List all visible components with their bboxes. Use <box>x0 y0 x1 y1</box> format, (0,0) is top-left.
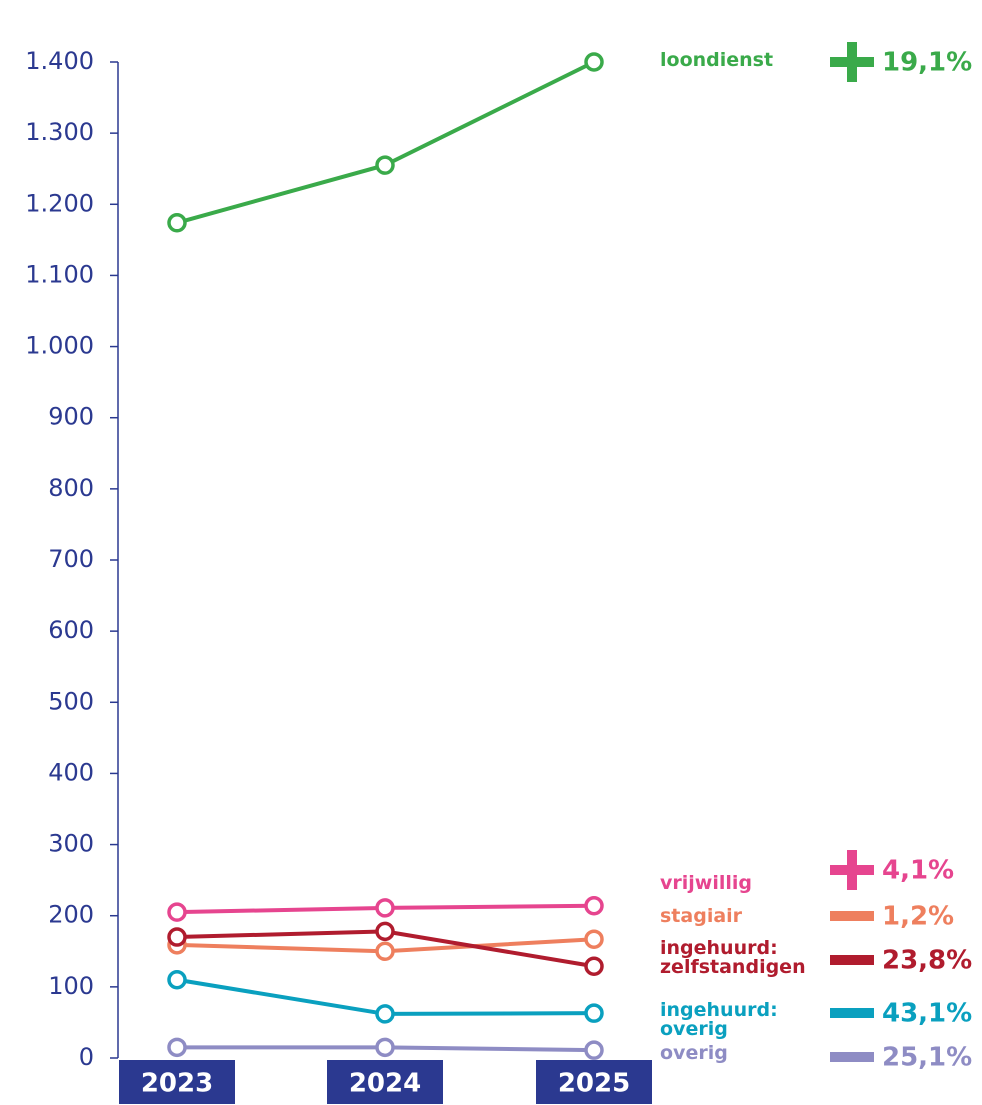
x-category-box <box>327 1060 443 1104</box>
y-tick-label: 1.200 <box>25 189 94 217</box>
y-tick-label: 800 <box>48 474 94 502</box>
y-tick-label: 400 <box>48 758 94 786</box>
data-point <box>584 1040 604 1060</box>
data-point <box>375 1004 395 1024</box>
change-icon <box>830 911 874 921</box>
y-tick-label: 700 <box>48 545 94 573</box>
change-icon <box>830 1008 874 1018</box>
data-point <box>167 969 187 990</box>
data-point <box>167 213 187 233</box>
y-tick-label: 900 <box>48 403 94 431</box>
data-point <box>375 898 395 918</box>
change-bar <box>830 1052 874 1062</box>
change-bar <box>847 42 857 82</box>
legend-label: vrijwillig <box>660 871 752 894</box>
change-bar <box>830 911 874 921</box>
change-label: 1,2% <box>882 902 954 932</box>
x-tick-label: 2023 <box>141 1069 213 1099</box>
change-bar <box>847 850 857 890</box>
change-icon <box>830 850 874 890</box>
data-point <box>584 896 604 916</box>
y-tick-label: 1.100 <box>25 260 94 288</box>
change-label: 19,1% <box>882 48 972 78</box>
data-point <box>167 1037 187 1058</box>
y-tick-label: 500 <box>48 687 94 715</box>
x-category-box <box>536 1060 652 1104</box>
data-point <box>167 902 187 922</box>
legend-label: ingehuurd: overig <box>660 999 778 1040</box>
change-icon <box>830 1052 874 1062</box>
x-tick-label: 2024 <box>349 1069 421 1099</box>
data-point <box>375 921 395 942</box>
data-point <box>375 155 395 175</box>
change-icon <box>830 955 874 965</box>
data-point <box>375 1037 395 1058</box>
series-line <box>176 60 595 225</box>
change-label: 25,1% <box>882 1043 972 1073</box>
data-point <box>167 927 187 947</box>
y-tick-label: 0 <box>79 1043 94 1071</box>
legend-label: ingehuurd: zelfstandigen <box>660 937 806 978</box>
change-label: 23,8% <box>882 946 972 976</box>
y-tick-label: 600 <box>48 616 94 644</box>
data-point <box>584 1003 604 1023</box>
change-bar <box>830 1008 874 1018</box>
change-label: 4,1% <box>882 856 954 886</box>
y-tick-label: 1.300 <box>25 118 94 146</box>
data-point <box>584 929 604 949</box>
x-category-box <box>119 1060 235 1104</box>
legend-label: stagiair <box>660 904 743 927</box>
legend-label: loondienst <box>660 48 774 71</box>
change-label: 43,1% <box>882 999 972 1029</box>
data-point <box>375 941 395 962</box>
y-tick-label: 1.000 <box>25 332 94 360</box>
y-tick-label: 1.400 <box>25 47 94 75</box>
y-tick-label: 100 <box>48 972 94 1000</box>
data-point <box>584 52 604 72</box>
y-tick-label: 300 <box>48 830 94 858</box>
legend-label: overig <box>660 1041 728 1064</box>
data-point <box>584 956 604 976</box>
y-tick-label: 200 <box>48 901 94 929</box>
change-bar <box>830 955 874 965</box>
x-tick-label: 2025 <box>558 1069 630 1099</box>
change-icon <box>830 42 874 82</box>
